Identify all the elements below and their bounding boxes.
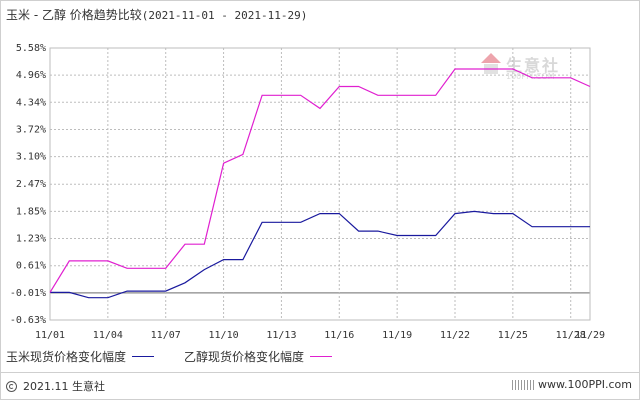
legend-label-corn: 玉米现货价格变化幅度 xyxy=(6,350,127,364)
footer-divider xyxy=(0,372,640,373)
watermark-text: 生意社 xyxy=(506,56,561,75)
y-tick-label: -0.01% xyxy=(10,288,46,299)
legend-swatch-corn xyxy=(132,356,155,357)
y-tick-label: 4.34% xyxy=(16,97,46,108)
chart-title: 玉米 - 乙醇 价格趋势比较(2021-11-01 - 2021-11-29) xyxy=(6,6,307,23)
y-tick-label: 2.47% xyxy=(16,179,46,190)
x-tick-label: 11/01 xyxy=(35,330,65,341)
y-tick-label: -0.63% xyxy=(10,315,46,326)
series-line-1 xyxy=(49,68,591,293)
x-axis-labels: 11/01 11/04 11/07 11/10 11/13 11/16 11/19 11/22… xyxy=(35,330,605,341)
y-tick-label: 3.72% xyxy=(16,124,46,135)
grid-lines xyxy=(49,47,591,321)
series-line-0 xyxy=(50,210,590,299)
footer-left: 2021.11 生意社 xyxy=(6,378,105,394)
legend-item-corn: 玉米现货价格变化幅度 xyxy=(6,348,155,365)
x-tick-label: 11/29 xyxy=(575,330,605,341)
stripe-icon xyxy=(512,379,535,390)
x-tick-label: 11/19 xyxy=(382,330,412,341)
legend-swatch-ethanol xyxy=(310,356,333,357)
series-lines xyxy=(49,68,591,299)
copyright-icon xyxy=(6,380,17,392)
date-range: (2021-11-01 - 2021-11-29) xyxy=(141,9,308,22)
x-tick-label: 11/22 xyxy=(440,330,470,341)
title-text: 玉米 - 乙醇 价格趋势比较 xyxy=(6,8,142,22)
x-tick-label: 11/16 xyxy=(324,330,354,341)
x-tick-label: 11/10 xyxy=(209,330,239,341)
legend-label-ethanol: 乙醇现货价格变化幅度 xyxy=(184,350,305,364)
x-tick-label: 11/25 xyxy=(498,330,528,341)
x-tick-label: 11/13 xyxy=(266,330,296,341)
y-tick-label: 1.85% xyxy=(16,206,46,217)
x-tick-label: 11/04 xyxy=(93,330,123,341)
y-tick-label: 3.10% xyxy=(16,152,46,163)
y-axis-labels: 5.58% 4.96% 4.34% 3.72% 3.10% 2.47% 1.85% 1.23%… xyxy=(10,43,46,326)
y-tick-label: 4.96% xyxy=(16,70,46,81)
y-tick-label: 5.58% xyxy=(16,43,46,54)
y-tick-label: 0.61% xyxy=(16,261,46,272)
legend-item-ethanol: 乙醇现货价格变化幅度 xyxy=(184,348,333,365)
footer-site-link[interactable]: www.100PPI.com xyxy=(538,378,632,391)
x-tick-label: 11/28 xyxy=(556,330,586,341)
footer-copyright: 2021.11 生意社 xyxy=(23,380,105,393)
y-tick-label: 1.23% xyxy=(16,234,46,245)
x-tick-label: 11/07 xyxy=(151,330,181,341)
footer-right: www.100PPI.com xyxy=(512,378,632,391)
legend: 玉米现货价格变化幅度 乙醇现货价格变化幅度 xyxy=(6,348,362,365)
